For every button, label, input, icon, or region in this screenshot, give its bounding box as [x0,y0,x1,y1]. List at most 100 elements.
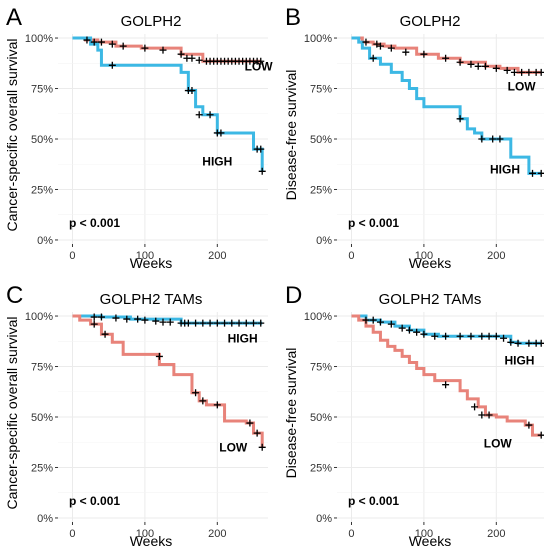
x-tick-label: 200 [208,528,226,540]
censor-mark [467,60,475,68]
chart-title: GOLPH2 TAMs [379,291,482,308]
censor-mark [376,318,384,326]
x-axis-label: Weeks [130,255,173,271]
group-label-low: LOW [219,440,248,454]
censor-mark [155,352,163,360]
y-tick-label: 50% [31,412,53,424]
censor-mark [525,339,533,347]
p-value: p < 0.001 [69,216,120,230]
censor-mark [213,401,221,409]
y-tick-label: 75% [310,362,332,374]
censor-mark [456,332,464,340]
panel-letter: A [6,4,22,31]
censor-mark [369,316,377,324]
panel-d: D GOLPH2 TAMs Disease-free survival Week… [283,282,544,549]
censor-mark [456,58,464,66]
y-axis-label: Cancer-specific overall survival [4,39,20,232]
x-tick-label: 0 [69,250,75,262]
group-label-low: LOW [245,59,274,73]
y-tick-label: 75% [31,84,53,96]
x-tick-label: 200 [487,250,505,262]
censor-mark [362,38,370,46]
censor-mark [373,40,381,48]
x-tick-label: 100 [136,528,154,540]
censor-mark [199,397,207,405]
censor-mark [500,334,508,342]
panel-letter: D [285,282,302,309]
censor-marks-high [108,61,266,175]
x-axis-label: Weeks [130,533,173,549]
survival-curve-low [351,314,542,437]
censor-mark [405,326,413,334]
censor-mark [217,129,225,137]
censor-mark [471,403,479,411]
x-tick-label: 100 [136,250,154,262]
censor-mark [537,68,544,76]
gridlines [337,34,544,244]
censor-mark [141,44,149,52]
chart-title: GOLPH2 [400,13,461,30]
x-axis-label: Weeks [409,533,452,549]
survival-curve-low [72,314,264,448]
censor-mark [492,332,500,340]
survival-curve-high [72,36,264,172]
y-tick-label: 50% [310,412,332,424]
censor-mark [510,68,518,76]
censor-mark [90,38,98,46]
censor-mark [199,319,207,327]
censor-mark [537,431,544,439]
censor-mark [442,332,450,340]
censor-mark [525,421,533,429]
censor-mark [257,57,265,65]
censor-mark [387,44,395,52]
group-label-high: HIGH [490,162,520,176]
plot-area: 0% 25% 50% 75% 100% 0 100 200 LOW HIGH p < 0.001 [25,33,273,262]
group-label-high: HIGH [504,354,534,368]
censor-mark [141,316,149,324]
censor-mark [246,419,254,427]
censor-mark [420,50,428,58]
y-tick-label: 50% [31,134,53,146]
censor-mark [235,319,243,327]
censor-mark [496,135,504,143]
x-tick-label: 200 [487,528,505,540]
panel-letter: C [6,282,23,309]
y-axis-label: Disease-free survival [283,70,299,201]
censor-mark [362,316,370,324]
x-tick-label: 0 [348,250,354,262]
censor-mark [467,332,475,340]
censor-marks-low [90,320,266,451]
censor-mark [195,111,203,119]
censor-mark [478,135,486,143]
y-tick-label: 0% [316,513,332,525]
x-tick-label: 200 [208,250,226,262]
censor-mark [177,50,185,58]
censor-mark [442,381,450,389]
censor-mark [134,315,142,323]
censor-mark [503,66,511,74]
censor-mark [525,68,533,76]
panel-a: A GOLPH2 Cancer-specific overall surviva… [4,4,273,271]
gridlines [58,34,268,244]
y-tick-label: 75% [31,362,53,374]
censor-mark [97,313,105,321]
censor-marks-low [442,381,544,439]
censor-mark [123,315,131,323]
censor-mark [398,324,406,332]
censor-mark [101,330,109,338]
censor-mark [387,320,395,328]
censor-mark [159,46,167,54]
censor-mark [376,42,384,50]
panel-c: C GOLPH2 TAMs Cancer-specific overall su… [4,282,268,549]
censor-mark [456,115,464,123]
censor-mark [431,332,439,340]
censor-mark [188,87,196,95]
plot-area: 0% 25% 50% 75% 100% 0 100 200 HIGH LOW p < 0.001 [25,311,268,540]
censor-mark [518,68,526,76]
censor-mark [90,320,98,328]
y-tick-label: 75% [310,84,332,96]
group-label-high: HIGH [202,154,232,168]
x-tick-label: 0 [69,528,75,540]
censor-mark [485,332,493,340]
